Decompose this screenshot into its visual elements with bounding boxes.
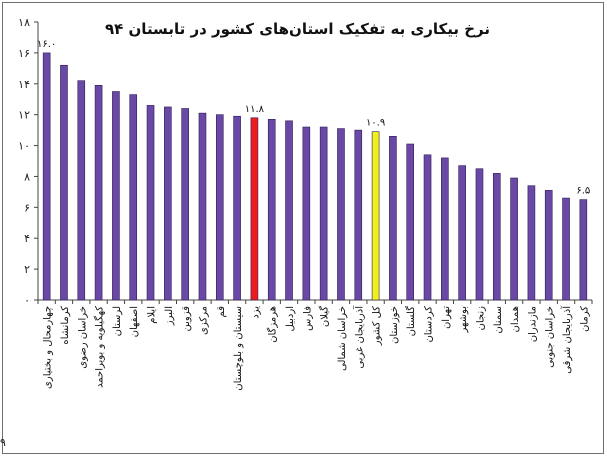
category-label: همدان <box>510 306 521 332</box>
y-tick-label: ۶ <box>24 201 30 214</box>
y-tick-label: ۱۶ <box>18 47 30 60</box>
data-label: ۶.۵ <box>576 186 590 197</box>
category-label: چهارمحال و بختیاری <box>43 306 54 389</box>
category-label: کل کشور <box>372 306 383 346</box>
bar <box>215 114 224 301</box>
y-tick-label: ۱۸ <box>18 16 30 29</box>
bar <box>492 173 501 301</box>
chart-title: نرخ بیکاری به تفکیک استان‌های کشور در تا… <box>104 20 490 38</box>
category-label: اردبیل <box>285 306 296 331</box>
category-label: مازندران <box>527 306 538 342</box>
category-label: کردستان <box>424 306 435 343</box>
data-label: ۱۱.۸ <box>245 104 265 115</box>
category-label: آذربایجان غربی <box>352 305 365 369</box>
bar <box>198 112 207 301</box>
bar <box>562 197 570 301</box>
y-axis: ۰ ۲ ۴ ۶ ۸ ۱۰ ۱۲ ۱۴ ۱۶ ۱۸ <box>18 16 39 307</box>
bar <box>112 91 120 301</box>
bars <box>42 52 588 301</box>
x-axis <box>37 299 593 304</box>
bar <box>510 177 518 301</box>
y-tick-label: ۱۴ <box>18 78 30 91</box>
data-label: ۱۰.۹ <box>366 118 385 129</box>
category-label: قم <box>216 306 227 318</box>
bar <box>579 199 588 301</box>
category-label: تهران <box>441 306 452 329</box>
bar <box>423 154 432 301</box>
bar <box>233 115 241 301</box>
y-tick-label: ۱۰ <box>18 140 30 153</box>
bar <box>146 105 155 301</box>
bar <box>337 128 345 301</box>
bar <box>94 85 103 301</box>
bar <box>302 126 311 301</box>
bar <box>42 52 51 301</box>
bar <box>319 126 328 301</box>
bar <box>406 143 415 301</box>
bar <box>60 64 68 301</box>
category-label: لرستان <box>112 306 123 336</box>
bar <box>129 94 138 301</box>
category-label: سیستان و بلوچستان <box>233 306 244 391</box>
page-number: ۹ <box>0 436 6 449</box>
y-tick-label: ۴ <box>24 232 30 245</box>
bar <box>458 165 466 301</box>
category-label: خراسان جنوبی <box>545 306 556 368</box>
bar <box>441 157 449 301</box>
bar <box>285 120 293 301</box>
y-tick-label: ۱۲ <box>18 109 30 122</box>
category-labels: چهارمحال و بختیاری کرمانشاه خراسان رضوی کهگ… <box>43 305 591 391</box>
y-tick-label: ۸ <box>24 170 30 183</box>
bar <box>267 119 276 301</box>
category-label: آذربایجان شرقی <box>560 305 573 374</box>
category-label: خوزستان <box>389 306 400 344</box>
category-label: کرمانشاه <box>60 306 71 345</box>
bar <box>77 80 86 301</box>
bar <box>371 131 380 301</box>
category-label: هرمزگان <box>267 306 279 343</box>
category-label: فارس <box>302 306 313 331</box>
bar <box>164 106 172 301</box>
bar <box>475 168 484 301</box>
category-label: گیلان <box>319 306 331 327</box>
data-labels: ۱۶.۰ ۱۱.۸ ۱۰.۹ ۶.۵ <box>37 39 590 197</box>
bar <box>354 129 363 301</box>
bar <box>181 108 189 301</box>
bar <box>250 117 259 301</box>
category-label: البرز <box>164 306 175 326</box>
category-label: سمنان <box>493 306 504 334</box>
category-label: گلستان <box>405 306 417 337</box>
category-label: خراسان شمالی <box>337 306 348 371</box>
category-label: بوشهر <box>458 306 469 333</box>
category-label: کرمان <box>579 306 590 332</box>
category-label: خراسان رضوی <box>77 306 88 369</box>
category-label: اصفهان <box>129 306 140 337</box>
category-label: مرکزی <box>198 306 209 335</box>
bar <box>527 185 536 301</box>
category-label: کهگیلویه و بویراحمد <box>94 306 106 388</box>
bar <box>544 190 553 301</box>
data-label: ۱۶.۰ <box>37 39 56 50</box>
category-label: قزوین <box>181 306 192 332</box>
bar <box>389 135 397 301</box>
category-label: یزد <box>250 306 261 319</box>
category-label: زنجان <box>475 306 486 331</box>
category-label: ایلام <box>147 306 158 324</box>
y-tick-label: ۲ <box>24 263 30 276</box>
y-tick-label: ۰ <box>24 294 30 307</box>
